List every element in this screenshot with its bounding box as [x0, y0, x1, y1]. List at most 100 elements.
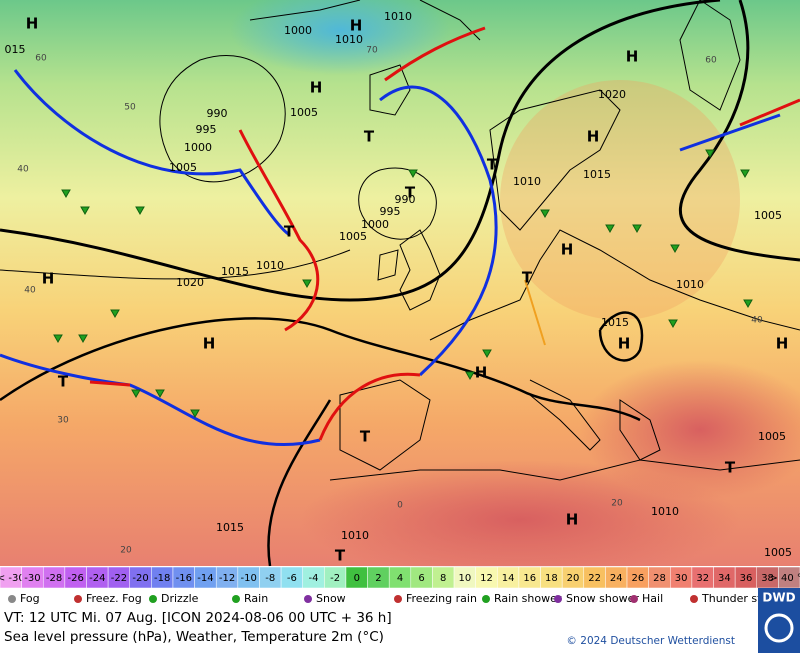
color-scale-label: 2 [375, 573, 381, 584]
rain-shower-symbol [743, 299, 753, 309]
isotherm-label: 60 [35, 54, 47, 64]
rain-shower-symbol [408, 169, 418, 179]
isotherm-label: 60 [705, 56, 717, 66]
weather-legend-label: Fog [20, 592, 40, 605]
pressure-center: H [587, 128, 600, 146]
rain-shower-symbol [131, 389, 141, 399]
pressure-label: 1010 [513, 175, 541, 188]
color-scale-label: -2 [330, 573, 340, 584]
isotherm-label: 20 [611, 499, 623, 509]
pressure-label: 1010 [335, 33, 363, 46]
color-scale-label: -24 [89, 573, 105, 584]
weather-legend-icon [690, 595, 698, 603]
rain-shower-symbol [668, 319, 678, 329]
weather-legend-icon [304, 595, 312, 603]
weather-legend-label: Snow [316, 592, 346, 605]
pressure-center: H [310, 79, 323, 97]
logo-text: DWD [762, 591, 795, 605]
color-scale-label: -20 [132, 573, 148, 584]
weather-legend-icon [630, 595, 638, 603]
rain-shower-symbol [80, 206, 90, 216]
valid-time: VT: 12 UTC Mi. 07 Aug. [ICON 2024-08-06 … [4, 610, 392, 626]
color-scale-label: -10 [240, 573, 256, 584]
pressure-label: 1015 [583, 168, 611, 181]
isotherm-label: 30 [57, 416, 69, 426]
pressure-center: H [618, 335, 631, 353]
pressure-label: 995 [196, 123, 217, 136]
warm-fronts [89, 26, 800, 441]
pressure-center: H [350, 17, 363, 35]
pressure-label: 990 [207, 107, 228, 120]
pressure-center: T [360, 428, 371, 446]
pressure-center: T [522, 269, 533, 287]
isotherm-label: 40 [751, 316, 763, 326]
color-scale-label: 4 [397, 573, 403, 584]
weather-legend-icon [74, 595, 82, 603]
pressure-label: 1005 [764, 546, 792, 559]
description: Sea level pressure (hPa), Weather, Tempe… [4, 629, 384, 645]
rain-shower-symbol [53, 334, 63, 344]
pressure-center: H [566, 511, 579, 529]
isotherm-label: 70 [366, 46, 378, 56]
pressure-label: 1020 [598, 88, 626, 101]
rain-shower-symbol [78, 334, 88, 344]
color-scale-label: 28 [653, 573, 666, 584]
color-scale-label: 10 [458, 573, 471, 584]
color-scale-label: 8 [440, 573, 446, 584]
pressure-center: T [364, 128, 375, 146]
color-scale-label: 30 [675, 573, 688, 584]
pressure-label: 1005 [169, 161, 197, 174]
weather-legend-label: Freez. Fog [86, 592, 142, 605]
isotherm-label: 40 [24, 286, 36, 296]
weather-legend-label: Drizzle [161, 592, 199, 605]
rain-shower-symbol [670, 244, 680, 254]
rain-shower-symbol [605, 224, 615, 234]
color-scale-label: -12 [219, 573, 235, 584]
weather-legend-label: Hail [642, 592, 663, 605]
color-scale-label: 6 [418, 573, 424, 584]
weather-legend-icon [149, 595, 157, 603]
pressure-label: 1010 [341, 529, 369, 542]
pressure-center: H [561, 241, 574, 259]
pressure-center: T [405, 184, 416, 202]
pressure-label: 1000 [284, 24, 312, 37]
color-scale-label: -6 [287, 573, 297, 584]
rain-shower-symbol [302, 279, 312, 289]
color-scale-label: 16 [523, 573, 536, 584]
isotherm-label: 50 [124, 103, 136, 113]
pressure-center: H [776, 335, 789, 353]
pressure-label: 015 [5, 43, 26, 56]
rain-shower-symbol [540, 209, 550, 219]
pressure-label: 1015 [221, 265, 249, 278]
pressure-label: 1010 [676, 278, 704, 291]
weather-legend-label: Rain shower [494, 592, 562, 605]
map-labels: 015 1010 1000 1010 990 995 1000 1005 1005 1020 101… [5, 10, 793, 565]
rain-shower-symbol [135, 206, 145, 216]
color-scale-label: -26 [68, 573, 84, 584]
pressure-label: 1020 [176, 276, 204, 289]
pressure-label: 1005 [754, 209, 782, 222]
pressure-center: T [284, 223, 295, 241]
color-scale-label: -14 [197, 573, 213, 584]
color-scale-label: 18 [545, 573, 558, 584]
color-scale-label: 12 [480, 573, 493, 584]
pressure-label: 1015 [601, 316, 629, 329]
pressure-center: H [42, 270, 55, 288]
rain-shower-symbol [482, 349, 492, 359]
pressure-center: H [626, 48, 639, 66]
isotherm-label: 40 [17, 165, 29, 175]
pressure-label: 1010 [256, 259, 284, 272]
weather-legend-icon [554, 595, 562, 603]
pressure-label: 1005 [290, 106, 318, 119]
color-scale-label: -18 [154, 573, 170, 584]
pressure-label: 1005 [758, 430, 786, 443]
pressure-label: 1000 [361, 218, 389, 231]
rain-shower-symbol [61, 189, 71, 199]
weather-legend-icon [482, 595, 490, 603]
rain-shower-symbol [110, 309, 120, 319]
map-background [0, 0, 800, 580]
isobars [0, 0, 800, 567]
pressure-center: T [58, 373, 69, 391]
weather-legend-label: Freezing rain [406, 592, 477, 605]
